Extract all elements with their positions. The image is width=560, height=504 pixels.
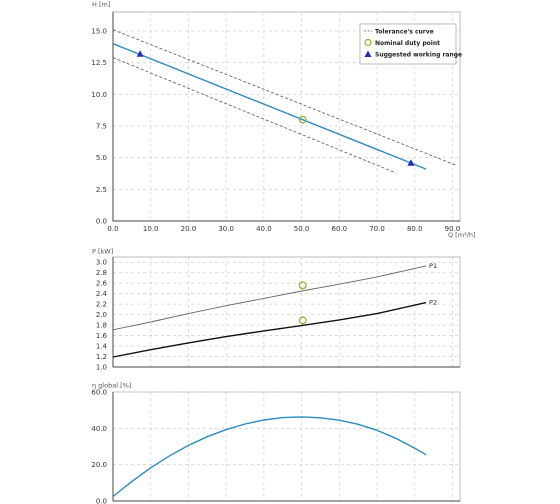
y-tick-label: 2.2 xyxy=(96,301,107,309)
x-tick-label: 0.0 xyxy=(107,225,118,233)
x-tick-label: 20.0 xyxy=(181,225,197,233)
y-tick-label: 40.0 xyxy=(91,425,107,433)
efficiency-curve xyxy=(112,416,427,498)
x-tick-label: 40.0 xyxy=(256,225,272,233)
plot-frame xyxy=(112,256,461,368)
x-tick-label: 70.0 xyxy=(369,225,385,233)
x-tick-label: 50.0 xyxy=(294,225,310,233)
y-tick-label: 3.0 xyxy=(96,259,107,267)
y-tick-label: 2.8 xyxy=(96,269,107,277)
nominal-duty-point xyxy=(298,316,307,325)
series-label-p1: P1 xyxy=(429,262,437,270)
legend: Tolerance's curve Nominal duty point Sugge… xyxy=(359,23,462,65)
y-axis-label: η global [%] xyxy=(92,382,131,390)
y-tick-label: 1.4 xyxy=(96,343,108,351)
legend-symbol-circle xyxy=(364,38,372,47)
chart-panel-3: 0.0 20.0 40.0 60.0η global [%] xyxy=(91,382,461,504)
legend-label: Suggested working range xyxy=(375,52,462,59)
head-curve xyxy=(112,43,427,170)
x-tick-label: 10.0 xyxy=(143,225,159,233)
y-tick-label: 15.0 xyxy=(91,28,107,36)
power-curve-p1 xyxy=(112,265,427,331)
legend-box xyxy=(359,23,457,65)
y-tick-label: 2.6 xyxy=(96,280,108,288)
nominal-duty-point xyxy=(298,281,307,290)
legend-label: Nominal duty point xyxy=(375,40,440,47)
y-tick-label: 5.0 xyxy=(96,154,107,162)
legend-label: Tolerance's curve xyxy=(375,29,434,36)
x-axis-label: Q [m³/h] xyxy=(448,231,476,239)
y-tick-label: 0.0 xyxy=(96,498,107,504)
plot-frame xyxy=(112,391,461,502)
y-axis-label: H [m] xyxy=(92,1,110,9)
x-tick-label: 30.0 xyxy=(218,225,234,233)
working-range-marker xyxy=(136,50,144,57)
tolerance-curve-upper xyxy=(112,29,457,166)
y-tick-label: 1.8 xyxy=(96,322,107,330)
y-axis-label: P [kW] xyxy=(92,248,113,256)
series-label-p2: P2 xyxy=(429,299,437,307)
nominal-duty-point xyxy=(298,115,307,124)
y-tick-label: 12.5 xyxy=(91,59,107,67)
y-tick-label: 20.0 xyxy=(91,461,107,469)
y-tick-label: 1.0 xyxy=(96,364,107,372)
x-tick-label: 80.0 xyxy=(407,225,423,233)
tolerance-curve-lower xyxy=(112,57,397,174)
working-range-marker xyxy=(407,159,415,166)
x-tick-label: 60.0 xyxy=(332,225,348,233)
y-tick-label: 60.0 xyxy=(91,389,107,397)
x-tick-label: 90.0 xyxy=(445,225,461,233)
y-tick-label: 1.2 xyxy=(96,353,107,361)
chart-panel-2: 1.0 1.2 1.4 1.6 1.8 2.0 2.2 2.4 2.6 2.8 3.0 P [kW] P… xyxy=(92,248,461,372)
y-tick-label: 0.0 xyxy=(96,218,107,226)
legend-symbol-triangle xyxy=(364,50,372,57)
y-tick-label: 2.0 xyxy=(96,311,107,319)
y-tick-label: 2.4 xyxy=(96,290,108,298)
y-tick-label: 10.0 xyxy=(91,91,107,99)
y-tick-label: 1.6 xyxy=(96,332,108,340)
y-tick-label: 7.5 xyxy=(96,123,107,131)
y-tick-label: 2.5 xyxy=(96,186,107,194)
chart-panel-1: 0.0 2.5 5.0 7.5 10.0 12.5 15.0 H [m] 0.0 10.0 20.0… xyxy=(91,1,475,240)
power-curve-p2 xyxy=(112,301,427,358)
